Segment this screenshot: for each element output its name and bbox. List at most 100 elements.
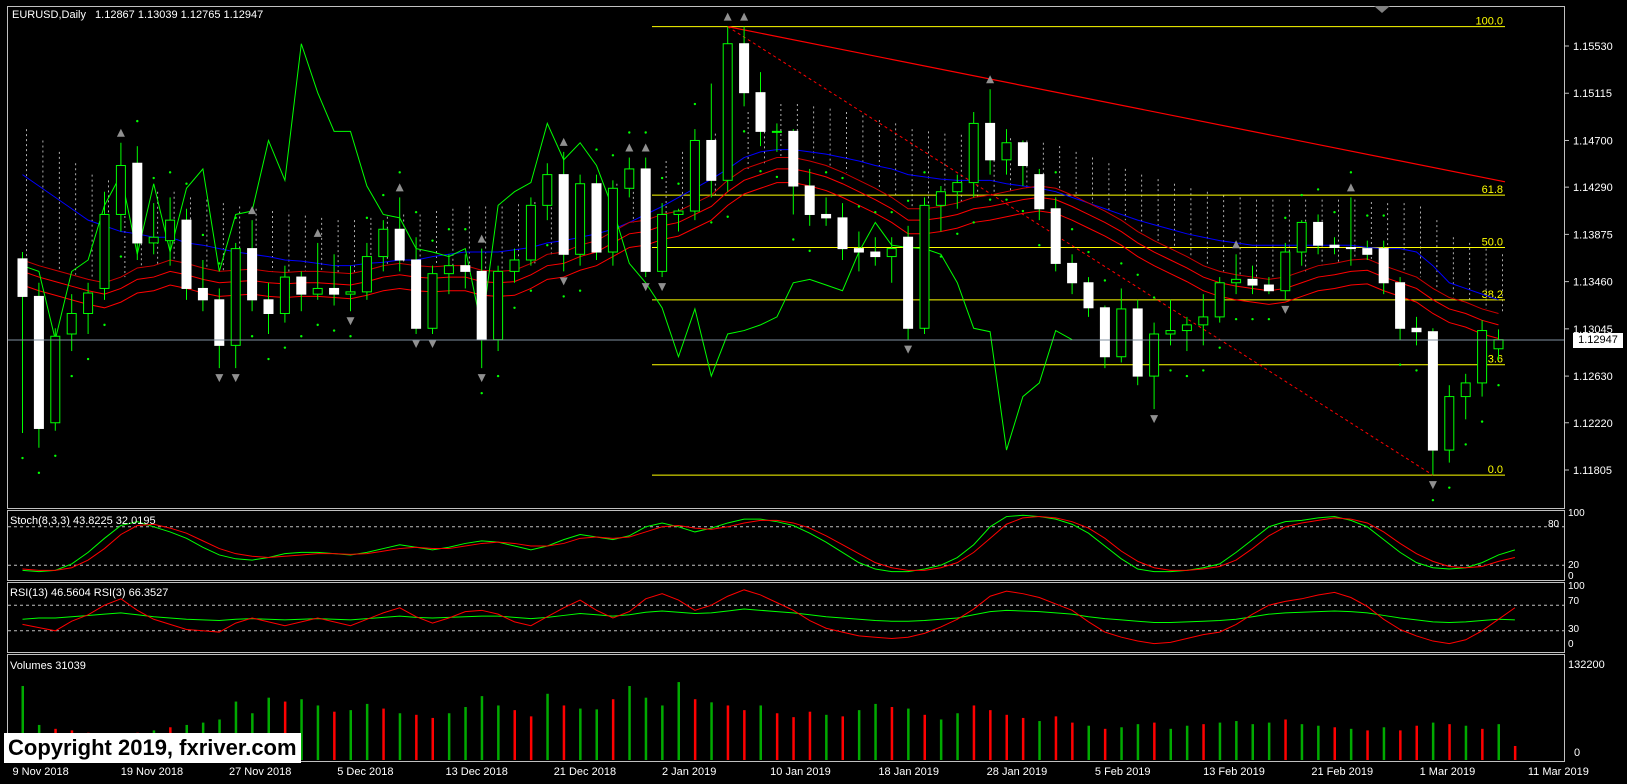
sar-dot xyxy=(906,199,910,203)
fib-level-label: 61.8 xyxy=(1482,184,1503,196)
volume-bar xyxy=(710,702,713,760)
date-tick-label: 21 Dec 2018 xyxy=(554,766,616,778)
sar-dot xyxy=(152,176,155,180)
fractal-up-icon xyxy=(395,183,404,192)
fib-level-label: 0.0 xyxy=(1488,464,1503,476)
price-tick-label: 1.15115 xyxy=(1573,88,1612,100)
volume-bar xyxy=(283,701,287,760)
price-tick-label: 1.14290 xyxy=(1573,182,1613,194)
candle-bull xyxy=(427,273,438,329)
sar-dot xyxy=(1234,317,1238,321)
candle-bull xyxy=(1460,382,1471,398)
candle-bull xyxy=(66,312,77,335)
volumes-title: Volumes 31039 xyxy=(10,660,86,672)
sar-dot xyxy=(1087,250,1090,254)
volume-bar xyxy=(956,713,959,760)
volume-bar xyxy=(1481,728,1484,760)
candle-bear xyxy=(739,43,750,94)
candle-bull xyxy=(312,287,323,295)
sar-dot xyxy=(1005,198,1008,201)
fractal-up-icon xyxy=(116,128,125,137)
sar-dot xyxy=(480,391,483,395)
candle-bull xyxy=(1149,333,1160,377)
fib-level-label: 50.0 xyxy=(1482,236,1503,248)
sar-dot xyxy=(365,216,369,220)
sar-dot xyxy=(1185,374,1189,378)
fib-level-label: 100.0 xyxy=(1475,16,1503,28)
candle-bear xyxy=(181,219,192,289)
candle-bull xyxy=(919,204,930,329)
candle-bear xyxy=(394,228,405,261)
candle-bear xyxy=(1263,284,1274,292)
sar-dot xyxy=(234,216,237,220)
volume-bar xyxy=(447,713,451,760)
sar-dot xyxy=(316,323,319,327)
volume-bar xyxy=(333,711,336,760)
volume-bar xyxy=(923,714,926,760)
stoch-d-line xyxy=(22,516,1516,571)
fibonacci-levels: 100.061.850.038.223.60.0 xyxy=(652,16,1505,476)
sar-dot xyxy=(1054,171,1057,174)
candle-bull xyxy=(542,174,553,206)
rsi-scale-30: 30 xyxy=(1568,624,1580,635)
sar-dot xyxy=(808,249,811,253)
sar-dot xyxy=(742,130,746,133)
candle-bear xyxy=(1132,308,1143,377)
volume-bar xyxy=(382,708,385,760)
fib-level-label: 38.2 xyxy=(1482,289,1503,301)
volume-bar xyxy=(1267,722,1271,760)
main-pane-frame xyxy=(7,6,1565,509)
sar-dot xyxy=(201,233,205,237)
sar-dot xyxy=(168,171,172,174)
chart-header: EURUSD,Daily 1.12867 1.13039 1.12765 1.1… xyxy=(12,9,263,21)
fractal-up-icon xyxy=(641,143,650,152)
sar-dot xyxy=(1202,369,1205,372)
candle-bear xyxy=(33,295,44,429)
sar-dot xyxy=(431,239,434,242)
candle-bear xyxy=(706,139,717,181)
sar-dot xyxy=(1415,369,1418,372)
volume-bar xyxy=(316,705,320,760)
candle-bear xyxy=(263,299,274,314)
sar-dot xyxy=(86,357,90,361)
sar-dot xyxy=(1120,262,1123,265)
fractal-up-icon xyxy=(248,206,257,215)
candle-bear xyxy=(1329,244,1340,248)
fractal-up-icon xyxy=(723,12,732,21)
volume-bar xyxy=(726,705,730,760)
sar-dot xyxy=(628,131,631,134)
date-tick-label: 9 Nov 2018 xyxy=(13,766,69,778)
volume-bar xyxy=(841,716,844,760)
sar-dot xyxy=(1251,317,1254,321)
scroll-marker-icon[interactable] xyxy=(1374,6,1390,13)
volume-bar xyxy=(349,710,352,760)
volume-bar xyxy=(562,705,566,760)
volume-bar xyxy=(677,682,680,760)
candle-bull xyxy=(935,191,946,206)
volume-bar xyxy=(21,685,24,760)
date-tick-label: 13 Feb 2019 xyxy=(1203,766,1265,778)
candle-bear xyxy=(755,92,766,132)
sar-dot xyxy=(792,238,795,241)
volume-bar xyxy=(857,710,861,760)
candle-bear xyxy=(296,276,307,295)
candle-bull xyxy=(230,248,241,346)
copyright-watermark: Copyright 2019, fxriver.com xyxy=(4,733,301,763)
volume-bar xyxy=(1448,724,1451,760)
sar-dot xyxy=(1448,486,1451,489)
volume-bar xyxy=(1202,724,1205,760)
fractal-down-icon xyxy=(1281,305,1290,314)
candle-bull xyxy=(361,256,372,293)
candle-bull xyxy=(722,43,733,181)
date-tick-label: 5 Feb 2019 xyxy=(1095,766,1151,778)
candle-bear xyxy=(1313,221,1324,246)
sar-dot xyxy=(1431,498,1435,502)
fractal-up-icon xyxy=(986,75,995,84)
sar-dot xyxy=(956,232,959,236)
oscillators xyxy=(8,514,1564,645)
candle-bull xyxy=(689,139,700,212)
sar-dot xyxy=(1267,317,1271,321)
rsi-scale-100: 100 xyxy=(1568,581,1585,592)
fractal-up-icon xyxy=(625,143,634,152)
